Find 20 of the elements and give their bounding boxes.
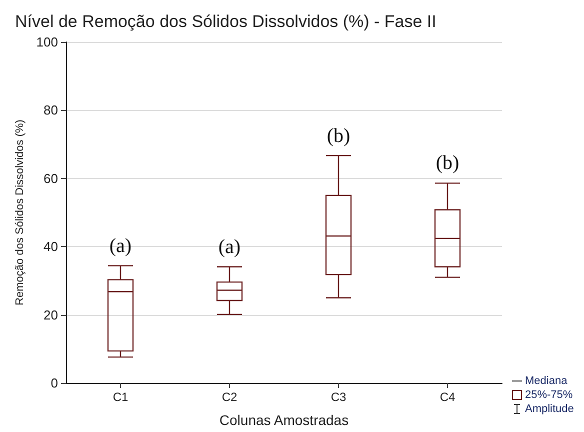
- annotation: (b): [326, 124, 350, 148]
- y-tick-label: 100: [36, 34, 58, 50]
- x-tick-label: C3: [330, 390, 346, 404]
- annotation: (b): [436, 152, 460, 176]
- y-tick-label: 0: [50, 376, 58, 390]
- x-tick-label: C1: [112, 390, 128, 404]
- x-tick-label: C2: [222, 390, 238, 404]
- y-tick-label: 80: [44, 102, 58, 118]
- y-tick-label: 40: [44, 239, 58, 254]
- chart-title: Nível de Remoção dos Sólidos Dissolvidos (%) - Fase II: [15, 12, 436, 31]
- y-axis-title: Remoção dos Sólidos Dissolvidos (%): [14, 120, 26, 306]
- text: 25%-75%: [524, 388, 573, 402]
- x-tick-label: C4: [440, 390, 456, 404]
- text: Mediana: [524, 374, 568, 388]
- x-axis-title: Colunas Amostradas: [219, 412, 349, 428]
- annotation: (a): [218, 236, 241, 259]
- y-tick-label: 60: [44, 170, 58, 186]
- y-tick-label: 20: [44, 307, 58, 322]
- annotation: (a): [109, 234, 132, 258]
- text: Amplitude: [524, 402, 574, 416]
